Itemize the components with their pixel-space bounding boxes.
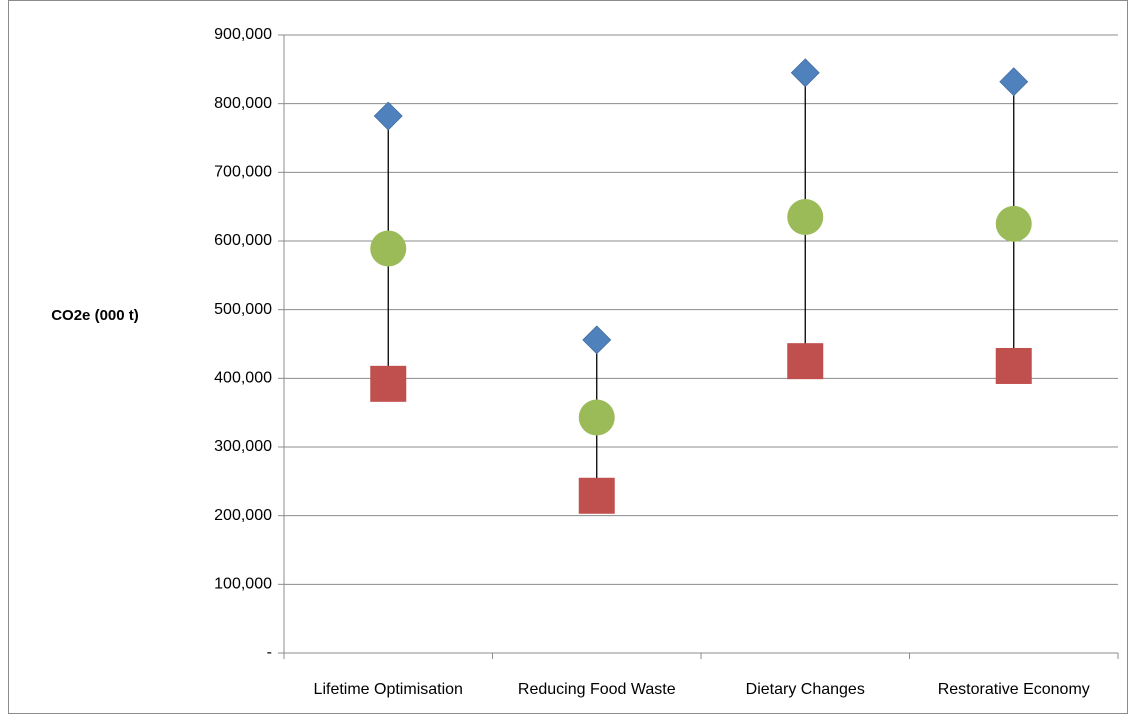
y-tick-label: 600,000 [214,232,272,249]
square-marker [995,347,1032,384]
chart-frame [8,0,1128,714]
y-tick-label: 400,000 [214,370,272,387]
y-tick-label: 800,000 [214,95,272,112]
circle-marker [370,230,407,267]
y-tick-label: 100,000 [214,576,272,593]
square-marker [578,477,615,514]
data-markers [370,58,1032,514]
x-category-label: Restorative Economy [938,681,1090,698]
circle-marker [787,198,824,235]
axis-labels: - 100,000 200,000 300,000 400,000 500,000 600,… [214,26,1090,698]
diamond-marker [999,67,1029,97]
circle-marker [995,205,1032,242]
y-axis-title: CO2e (000 t) [51,307,139,324]
axes [278,34,1119,659]
x-category-label: Reducing Food Waste [518,681,676,698]
y-tick-label: 200,000 [214,507,272,524]
diamond-marker [790,58,820,88]
circle-marker [578,399,615,436]
y-tick-label: 500,000 [214,301,272,318]
square-marker [370,365,407,402]
x-category-label: Dietary Changes [746,681,865,698]
y-tick-label: - [267,644,272,661]
y-tick-label: 700,000 [214,164,272,181]
diamond-marker [582,325,612,355]
x-category-label: Lifetime Optimisation [314,681,463,698]
diamond-marker [373,101,403,131]
square-marker [787,343,824,380]
y-tick-label: 300,000 [214,438,272,455]
y-tick-label: 900,000 [214,26,272,43]
gridlines [284,34,1118,585]
range-lines [387,72,1015,496]
